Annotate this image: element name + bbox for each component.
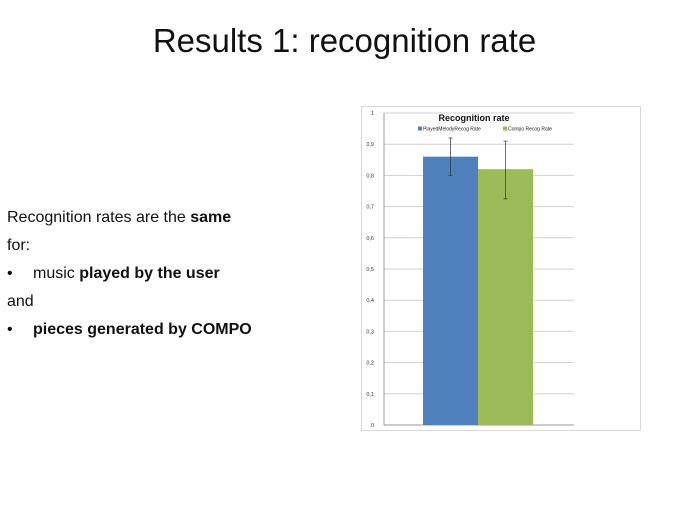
chart-canvas: 0 0,1 0,2 0,3 0,4 0,5 0,6 0,7 0,8 0,9 1 Recognition… (366, 111, 574, 429)
body-text: Recognition rates are the same for: • mus… (7, 204, 337, 344)
body-line-1: Recognition rates are the same (7, 204, 337, 232)
bar-1 (423, 156, 478, 425)
chart-title: Recognition rate (438, 113, 509, 123)
bullet-item-2: • pieces generated by COMPO (7, 316, 337, 344)
legend-label-2: Compo Recog Rate (508, 127, 552, 133)
y-tick-label: 0,9 (366, 142, 374, 148)
legend-swatch-2 (503, 126, 507, 131)
body-line-1-emphasis: same (190, 209, 232, 226)
y-tick-label: 0,5 (366, 267, 374, 273)
bullet-item-1: • music played by the user (7, 260, 337, 288)
body-connector: and (7, 293, 34, 310)
y-tick-label: 0,6 (366, 236, 374, 242)
y-tick-label: 0,7 (366, 205, 374, 211)
y-tick-label: 0,1 (366, 392, 374, 398)
y-tick-label: 0,4 (366, 298, 374, 304)
bullet-item-2-emphasis: pieces generated by COMPO (33, 321, 252, 338)
y-tick-label: 0,8 (366, 173, 374, 179)
legend-label-1: PlayedMelodyRecog Rate (423, 127, 481, 133)
bullet-icon: • (7, 265, 13, 282)
bullet-icon: • (7, 321, 13, 338)
legend-swatch-1 (418, 126, 422, 131)
y-tick-label: 1 (371, 111, 374, 117)
y-tick-label: 0,2 (366, 361, 374, 367)
body-line-2: for: (7, 237, 31, 254)
recognition-rate-chart: 0 0,1 0,2 0,3 0,4 0,5 0,6 0,7 0,8 0,9 1 Recognition… (361, 106, 641, 431)
bullet-item-1-text: music (33, 265, 80, 282)
bar-2 (478, 169, 533, 425)
body-line-1-text: Recognition rates are the (7, 209, 191, 226)
slide-title: Results 1: recognition rate (152, 22, 537, 59)
bullet-item-1-emphasis: played by the user (79, 265, 220, 282)
y-tick-label: 0 (371, 423, 374, 429)
y-tick-label: 0,3 (366, 329, 374, 335)
